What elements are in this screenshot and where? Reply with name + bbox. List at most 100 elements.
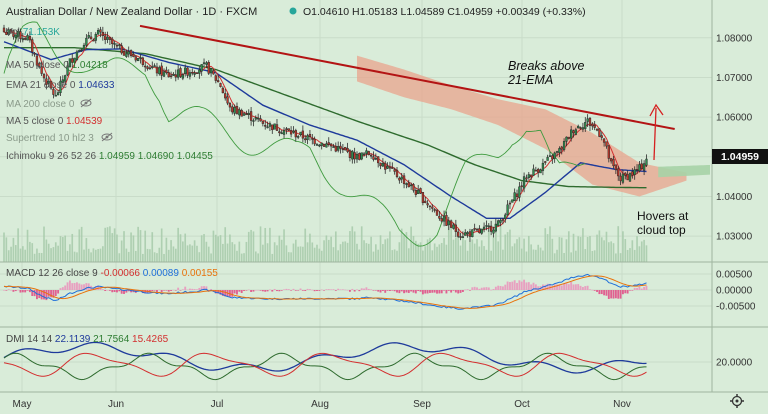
macd-histogram-bar [257,289,260,291]
candle-body [127,51,130,55]
macd-tick-label: 0.00000 [716,286,753,297]
volume-bar [539,247,542,262]
volume-bar [332,247,335,262]
volume-bar [563,252,565,262]
candle-body [544,161,547,163]
candle-body [268,123,272,127]
macd-histogram-bar [130,290,133,293]
candle-body [402,175,406,185]
candle-body [494,223,497,232]
candle-body [33,53,36,55]
ichimoku-label[interactable]: Ichimoku 9 26 52 26 1.04959 1.04690 1.04… [6,151,213,162]
volume-bar [193,240,196,262]
volume-bar [365,243,368,262]
volume-bar [422,250,424,262]
candle-body [45,78,48,85]
candle-body [461,236,465,238]
price-tick-label: 1.06000 [716,113,753,124]
candle-body [292,130,295,133]
candle-body [605,141,608,147]
ma5-label[interactable]: MA 5 close 0 1.04539 [6,116,103,127]
candle-body [551,155,554,160]
volume-bar [280,239,283,262]
volume-bar [186,245,189,262]
candle-body [111,38,114,45]
macd-histogram-bar [12,290,15,292]
ma200-label[interactable]: MA 200 close 0 [6,99,75,110]
macd-histogram-bar [461,290,464,292]
volume-bar [250,229,252,262]
candle-body [155,66,159,74]
candle-body [407,182,410,188]
candle-body [49,80,53,89]
volume-bar [372,251,375,262]
macd-histogram-bar [83,284,85,290]
macd-histogram-bar [370,289,373,290]
macd-histogram-bar [537,286,540,290]
volume-bar [247,231,250,262]
volume-bar [553,253,556,262]
volume-bar [306,242,309,262]
macd-histogram-bar [553,284,556,290]
candle-body [475,228,479,231]
macd-histogram-bar [278,290,281,292]
macd-histogram-bar [480,287,483,290]
volume-bar [160,228,163,262]
dmi-label[interactable]: DMI 14 14 22.1139 21.7564 15.4265 [6,334,169,345]
candle-body [104,35,107,41]
candle-body [600,135,603,138]
candle-body [278,131,281,134]
macd-histogram-bar [17,289,20,291]
volume-bar [407,248,410,262]
macd-histogram-bar [377,290,380,292]
candle-body [584,122,587,129]
volume-bar [278,235,281,262]
candle-body [421,192,425,203]
volume-bar [214,234,217,262]
macd-histogram-bar [217,290,220,294]
volume-bar [252,231,255,262]
ma50-label[interactable]: MA 50 close 0 1.04218 [6,60,108,71]
volume-bar [511,246,514,262]
volume-bar [320,250,323,262]
dmi-tick-label: 20.0000 [716,358,753,369]
candle-body [212,70,215,75]
candle-body [73,57,76,63]
supertrend-label[interactable]: Supertrend 10 hl2 3 [6,133,94,144]
volume-bar [535,249,537,262]
eye-hidden-icon[interactable] [101,132,113,142]
candle-body [304,138,307,141]
macd-histogram-bar [405,290,408,293]
candle-body [351,150,354,160]
macd-histogram-bar [581,287,584,290]
macd-histogram-bar [626,290,629,294]
candle-body [506,204,509,216]
macd-histogram-bar [525,282,528,290]
candle-body [35,55,39,66]
ema21-label[interactable]: EMA 21 close 0 1.04633 [6,80,115,91]
candle-body [325,143,328,148]
macd-label[interactable]: MACD 12 26 close 9 -0.00066 0.00089 0.00… [6,268,218,279]
gear-icon[interactable] [730,394,744,408]
macd-histogram-bar [285,288,288,290]
volume-bar [327,239,330,262]
volume-bar [386,238,389,262]
volume-bar [146,248,149,262]
macd-histogram-bar [396,290,398,293]
macd-histogram-bar [381,290,384,291]
volume-bar [560,237,563,262]
macd-histogram-bar [600,290,603,295]
macd-histogram-bar [59,288,62,290]
macd-histogram-bar [24,290,27,293]
candle-body [233,107,236,114]
eye-hidden-icon[interactable] [80,98,92,108]
candle-body [546,157,549,161]
macd-histogram-bar [485,287,488,290]
ohlc-readout: O1.04610 H1.05183 L1.04589 C1.04959 +0.0… [303,6,586,18]
volume-bar [17,228,19,262]
macd-histogram-bar [492,289,495,290]
volume-bar [174,248,177,262]
volume-bar [617,226,620,262]
volume-bar [490,250,492,262]
candle-body [457,231,460,237]
